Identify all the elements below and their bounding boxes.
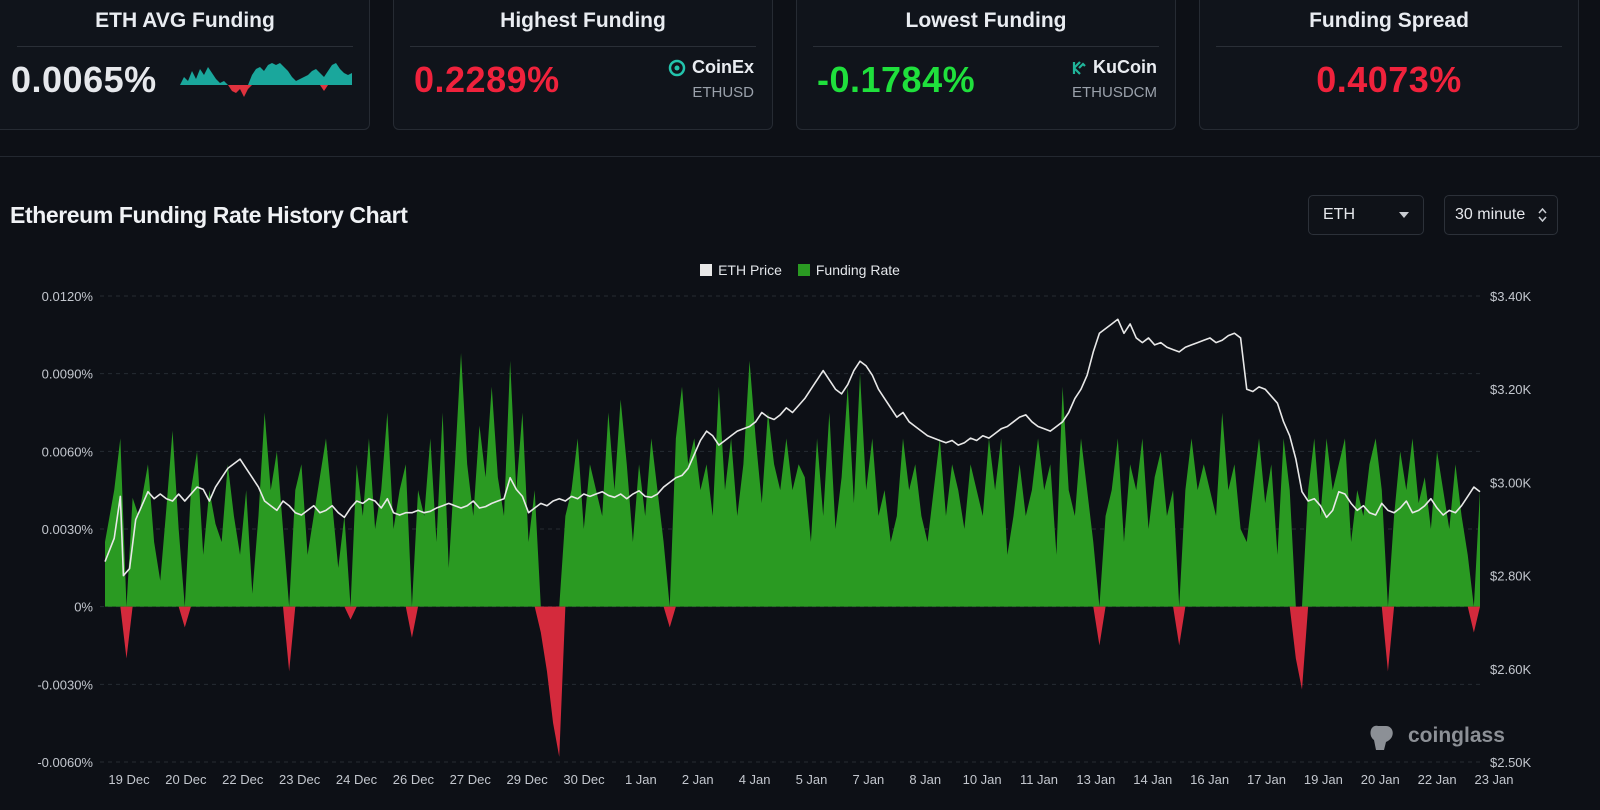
funding-rate-chart[interactable]: 0.0120% 0.0090% 0.0060% 0.0030% 0% -0.0030% -0… (0, 280, 1600, 810)
x-tick-label: 26 Dec (393, 772, 435, 787)
y-left-tick-label: 0.0060% (42, 444, 94, 459)
highest-funding-card: Highest Funding 0.2289% CoinEx ETHUSD (393, 0, 773, 130)
y-left-tick-label: -0.0030% (37, 677, 93, 692)
summary-cards: ETH AVG Funding 0.0065% Highest Funding … (0, 0, 1600, 132)
legend-swatch-price (700, 264, 713, 276)
x-tick-label: 7 Jan (852, 772, 884, 787)
exchange-pair: ETHUSDCM (1072, 84, 1157, 101)
highest-funding-exchange: CoinEx ETHUSD (668, 57, 754, 101)
card-title: ETH AVG Funding (17, 9, 353, 47)
x-tick-label: 13 Jan (1076, 772, 1115, 787)
x-tick-label: 23 Dec (279, 772, 321, 787)
y-right-tick-label: $2.50K (1490, 755, 1532, 770)
x-tick-label: 16 Jan (1190, 772, 1229, 787)
chart-title: Ethereum Funding Rate History Chart (10, 202, 408, 228)
avg-funding-value: 0.0065% (11, 59, 157, 100)
interval-select[interactable]: 30 minute (1444, 195, 1558, 235)
y-left-tick-label: 0% (74, 600, 93, 615)
x-tick-label: 27 Dec (450, 772, 492, 787)
avg-funding-card: ETH AVG Funding 0.0065% (0, 0, 370, 130)
y-right-tick-label: $3.40K (1490, 289, 1532, 304)
legend-label: Funding Rate (815, 262, 900, 278)
card-title: Lowest Funding (813, 9, 1159, 47)
x-tick-label: 30 Dec (563, 772, 605, 787)
exchange-pair: ETHUSD (692, 84, 754, 101)
card-title: Highest Funding (410, 9, 756, 47)
coinex-logo-icon (668, 59, 686, 76)
symbol-select-value: ETH (1323, 206, 1355, 223)
x-tick-label: 1 Jan (625, 772, 657, 787)
x-tick-label: 20 Dec (165, 772, 207, 787)
legend-item-funding-rate[interactable]: Funding Rate (797, 262, 900, 278)
lowest-funding-card: Lowest Funding -0.1784% KuCoin ETHUSDCM (796, 0, 1176, 130)
chart-legend: ETH Price Funding Rate (0, 262, 1600, 278)
x-tick-label: 2 Jan (682, 772, 714, 787)
legend-item-eth-price[interactable]: ETH Price (700, 262, 782, 278)
y-right-tick-label: $3.00K (1490, 475, 1532, 490)
exchange-name: CoinEx (691, 57, 754, 77)
funding-spread-value: 0.4073% (1316, 59, 1462, 100)
x-tick-label: 8 Jan (909, 772, 941, 787)
x-tick-label: 19 Jan (1304, 772, 1343, 787)
caret-down-icon (1399, 212, 1409, 218)
y-right-tick-label: $2.80K (1490, 569, 1532, 584)
y-right-tick-label: $3.20K (1490, 382, 1532, 397)
legend-label: ETH Price (718, 262, 782, 278)
up-down-arrows-icon (1538, 208, 1547, 222)
x-tick-label: 20 Jan (1361, 772, 1400, 787)
interval-select-value: 30 minute (1455, 206, 1526, 223)
x-tick-label: 29 Dec (507, 772, 549, 787)
avg-funding-sparkline (180, 63, 352, 97)
x-tick-label: 14 Jan (1133, 772, 1172, 787)
y-left-tick-label: 0.0120% (42, 289, 94, 304)
symbol-select[interactable]: ETH (1308, 195, 1424, 235)
funding-rate-positive-area (105, 352, 1480, 607)
watermark-text: coinglass (1408, 724, 1505, 747)
x-tick-label: 24 Dec (336, 772, 378, 787)
y-left-tick-label: -0.0060% (37, 755, 93, 770)
kucoin-logo-icon (1072, 60, 1086, 75)
coinglass-logo-icon (1370, 725, 1393, 750)
y-right-tick-label: $2.60K (1490, 662, 1532, 677)
x-tick-label: 10 Jan (963, 772, 1002, 787)
lowest-funding-exchange: KuCoin ETHUSDCM (1071, 57, 1157, 101)
funding-rate-negative-area (105, 606, 1480, 757)
y-left-tick-label: 0.0030% (42, 522, 94, 537)
y-left-tick-label: 0.0090% (42, 367, 94, 382)
highest-funding-value: 0.2289% (414, 59, 560, 100)
x-tick-label: 4 Jan (739, 772, 771, 787)
coinglass-watermark: coinglass (1370, 724, 1505, 750)
exchange-name: KuCoin (1093, 57, 1157, 77)
legend-swatch-funding (797, 264, 810, 276)
lowest-funding-value: -0.1784% (817, 59, 976, 100)
x-tick-label: 17 Jan (1247, 772, 1286, 787)
x-tick-label: 19 Dec (108, 772, 150, 787)
x-tick-label: 11 Jan (1020, 772, 1058, 787)
x-tick-label: 22 Jan (1418, 772, 1457, 787)
funding-spread-card: Funding Spread 0.4073% (1199, 0, 1579, 130)
card-title: Funding Spread (1216, 9, 1562, 47)
section-divider (0, 156, 1600, 157)
x-tick-label: 5 Jan (796, 772, 828, 787)
x-tick-label: 22 Dec (222, 772, 264, 787)
x-tick-label: 23 Jan (1474, 772, 1513, 787)
eth-price-line (104, 318, 1481, 577)
